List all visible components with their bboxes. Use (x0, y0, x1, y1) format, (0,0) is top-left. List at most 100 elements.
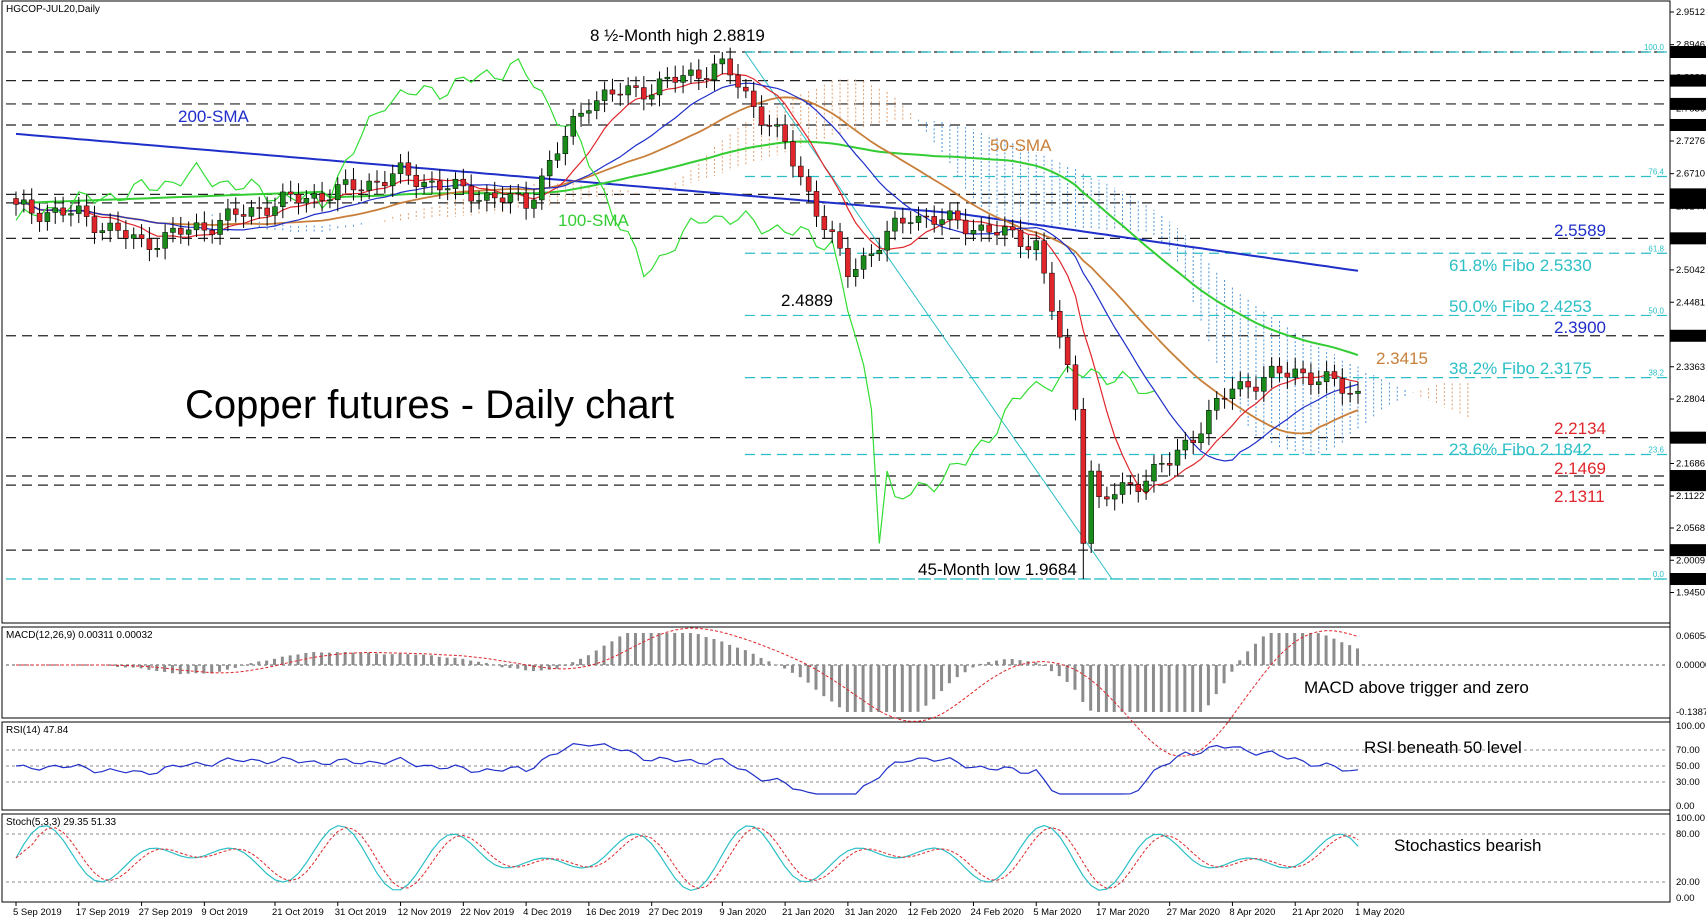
macd-bar (932, 665, 936, 700)
macd-bar (265, 660, 269, 665)
macd-bar (1049, 665, 1053, 672)
candle-body (515, 192, 522, 195)
candle-body (1111, 494, 1118, 500)
candle-body (405, 162, 412, 176)
candle-body (672, 76, 678, 83)
macd-bar (845, 665, 849, 712)
candle-body (1206, 410, 1212, 435)
macd-bar (155, 665, 159, 672)
macd-bar (916, 665, 920, 712)
candle-body (366, 180, 372, 191)
candle-body (1300, 368, 1306, 374)
axis-tick-label: 2.7276 (1676, 136, 1705, 147)
fib-level-label: 0.0 (1653, 570, 1665, 579)
macd-bar (531, 665, 535, 672)
candle-body (201, 222, 208, 231)
macd-bar (751, 653, 755, 665)
candle-body (593, 100, 600, 111)
fib-level-label: 23.6 (1648, 446, 1664, 455)
candle-body (876, 249, 883, 255)
macd-bar (728, 644, 732, 665)
candle-body (1213, 398, 1220, 411)
candle-body (1331, 371, 1338, 379)
candle-body (727, 58, 733, 76)
candle-body (546, 160, 553, 177)
macd-bar (1151, 665, 1155, 712)
macd-bar (524, 665, 528, 671)
candle-body (248, 207, 255, 217)
axis-tick-label: 2.0009 (1676, 555, 1705, 566)
stoch-axis-label: 100.00 (1676, 813, 1705, 824)
macd-bar (312, 652, 316, 665)
macd-bar (1034, 662, 1038, 665)
date-tick-label: 22 Nov 2019 (460, 907, 514, 918)
macd-bar (908, 665, 912, 712)
macd-bar (1199, 665, 1203, 712)
date-tick-label: 16 Dec 2019 (586, 907, 640, 918)
macd-bar (673, 633, 677, 665)
candle-body (1268, 365, 1275, 378)
level-box (1670, 46, 1706, 58)
level-box-label: 2.8323 (1673, 77, 1702, 88)
annotation-low: 45-Month low 1.9684 (918, 560, 1077, 579)
macd-axis-label: -0.13875 (1676, 707, 1706, 718)
level-box-label: 2.6351 (1673, 190, 1702, 201)
date-tick-label: 21 Oct 2019 (272, 907, 324, 918)
macd-bar (947, 665, 951, 684)
candle-body (1119, 482, 1126, 495)
date-tick-label: 9 Jan 2020 (719, 907, 766, 918)
stoch-label: Stoch(5,3,3) 29.35 51.33 (6, 817, 117, 828)
macd-bar (280, 656, 284, 665)
label-fib-382: 38.2% Fibo 2.3175 (1449, 359, 1592, 378)
candle-body (130, 234, 137, 239)
macd-bar (547, 665, 551, 670)
candle-body (617, 93, 624, 96)
candle-body (335, 184, 341, 201)
candle-body (1284, 372, 1291, 378)
macd-bar (1112, 665, 1116, 712)
candle-body (1135, 484, 1142, 492)
date-tick-label: 17 Sep 2019 (76, 907, 130, 918)
candle-body (1104, 496, 1110, 500)
macd-bar (382, 654, 386, 665)
macd-bar (1065, 665, 1069, 682)
macd-bar (477, 661, 481, 665)
candle-body (138, 234, 145, 239)
macd-bar (1308, 633, 1312, 665)
level-box-label: 2.6204 (1673, 199, 1702, 210)
macd-bar (1073, 665, 1077, 690)
macd-bar (249, 663, 253, 665)
candle-body (1276, 365, 1283, 374)
symbol-label: HGCOP-JUL20,Daily (6, 4, 100, 15)
macd-bar (1230, 665, 1234, 672)
candle-body (68, 213, 74, 216)
candle-body (1064, 336, 1071, 366)
candle-body (680, 75, 686, 83)
axis-tick-label: 2.4481 (1676, 297, 1705, 308)
label-fib-50: 50.0% Fibo 2.4253 (1449, 297, 1592, 316)
macd-bar (375, 653, 379, 665)
label-100-sma: 100-SMA (558, 211, 630, 230)
label-sma50-value: 2.3415 (1376, 349, 1428, 368)
macd-axis-label: 0.00000 (1676, 660, 1706, 671)
macd-bar (822, 665, 826, 697)
candle-body (1316, 381, 1322, 385)
macd-bar (806, 665, 810, 683)
candle-body (1009, 226, 1016, 231)
rsi-axis-label: 100.00 (1676, 721, 1705, 732)
macd-bar (759, 657, 763, 665)
date-tick-label: 4 Dec 2019 (523, 907, 572, 918)
candle-body (327, 199, 333, 202)
candle-body (452, 178, 459, 189)
macd-bar (633, 633, 637, 665)
macd-bar (406, 654, 410, 665)
axis-tick-label: 2.0568 (1676, 523, 1705, 534)
level-box-label: 2.1469 (1673, 472, 1702, 483)
candle-body (570, 116, 576, 137)
candle-body (28, 199, 35, 214)
macd-bar (210, 665, 214, 674)
macd-bar (327, 652, 331, 665)
macd-bar (877, 665, 881, 712)
macd-bar (790, 665, 794, 673)
